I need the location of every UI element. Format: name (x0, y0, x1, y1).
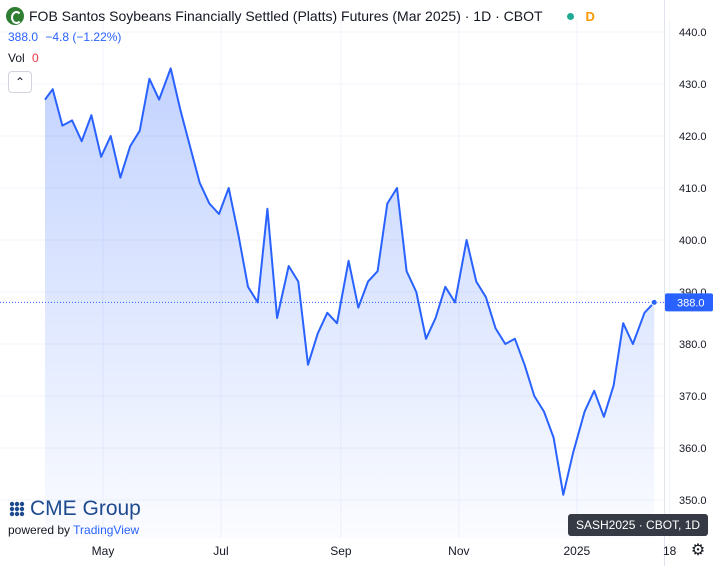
symbol-logo-icon (6, 7, 24, 25)
cme-logo-icon (9, 501, 25, 517)
time-axis-tick-label: Jul (213, 544, 228, 558)
time-axis-tick-label: 2025 (563, 544, 590, 558)
tradingview-link[interactable]: TradingView (73, 523, 140, 537)
cme-logo-text: CME Group (30, 497, 141, 520)
volume-readout: Vol 0 (8, 51, 39, 65)
powered-by-label: powered by (8, 523, 71, 537)
price-axis-tick-label: 410.0 (679, 183, 707, 195)
price-line (44, 67, 655, 496)
time-axis-tick-label: 18 (663, 544, 677, 558)
volume-value: 0 (32, 51, 39, 65)
price-axis-tick-label: 360.0 (679, 443, 707, 455)
last-price-tag-label: 388.0 (677, 297, 705, 309)
last-price-marker (650, 298, 658, 306)
data-delay-badge[interactable]: D (585, 8, 595, 24)
price-axis-tick-label: 400.0 (679, 235, 707, 247)
price-change: −4.8 (−1.22%) (45, 30, 122, 44)
time-axis-tick-label: May (92, 544, 115, 558)
collapse-legend-button[interactable]: ⌃ (8, 71, 32, 93)
time-axis-tick-label: Sep (330, 544, 352, 558)
price-value: 388.0 (8, 30, 39, 44)
series-tooltip: SASH2025 · CBOT, 1D (568, 514, 709, 536)
last-price-tag: 388.0 (665, 293, 713, 312)
chart-settings-button[interactable]: ⚙ (688, 540, 708, 560)
price-readout: 388.0 −4.8 (−1.22%) (8, 30, 125, 44)
price-axis-tick-label: 440.0 (679, 27, 707, 39)
price-axis[interactable]: 350.0360.0370.0380.0390.0400.0410.0420.0… (679, 27, 707, 507)
chevron-up-icon: ⌃ (14, 75, 26, 89)
market-status-dot-icon[interactable] (566, 12, 574, 20)
chart-header: FOB Santos Soybeans Financially Settled … (6, 7, 595, 25)
price-area-fill (44, 68, 655, 539)
price-axis-tick-label: 350.0 (679, 495, 707, 507)
price-axis-tick-label: 420.0 (679, 131, 707, 143)
price-axis-tick-label: 370.0 (679, 391, 707, 403)
price-axis-tick-label: 430.0 (679, 79, 707, 91)
price-axis-tick-label: 380.0 (679, 339, 707, 351)
branding: CME Group powered by TradingView (8, 497, 141, 537)
gear-icon: ⚙ (690, 542, 706, 559)
time-axis-tick-label: Nov (448, 544, 469, 558)
volume-label: Vol (8, 51, 25, 65)
time-axis[interactable]: May Jul Sep Nov 2025 18 (92, 544, 677, 558)
symbol-title[interactable]: FOB Santos Soybeans Financially Settled … (29, 8, 543, 24)
